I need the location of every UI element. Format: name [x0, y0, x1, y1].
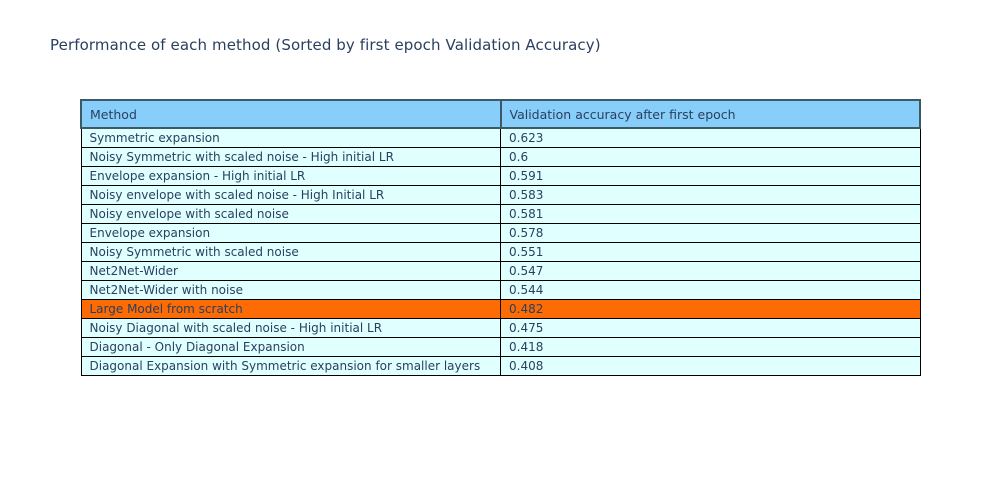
page-title: Performance of each method (Sorted by fi…: [50, 36, 601, 54]
table-row: Large Model from scratch 0.482: [80, 298, 921, 319]
table-row: Envelope expansion 0.578: [80, 222, 921, 243]
accuracy-cell: 0.547: [500, 260, 921, 281]
table-row: Noisy envelope with scaled noise 0.581: [80, 203, 921, 224]
table-row: Noisy envelope with scaled noise - High …: [80, 184, 921, 205]
method-cell: Symmetric expansion: [80, 127, 501, 148]
accuracy-cell: 0.418: [500, 336, 921, 357]
method-cell: Noisy envelope with scaled noise: [80, 203, 501, 224]
method-cell: Noisy Diagonal with scaled noise - High …: [80, 317, 501, 338]
method-cell: Large Model from scratch: [80, 298, 501, 319]
table-row: Diagonal Expansion with Symmetric expans…: [80, 355, 921, 376]
table-row: Symmetric expansion 0.623: [80, 127, 921, 148]
method-cell: Diagonal - Only Diagonal Expansion: [80, 336, 501, 357]
accuracy-cell: 0.6: [500, 146, 921, 167]
table-row: Envelope expansion - High initial LR 0.5…: [80, 165, 921, 186]
column-header-accuracy: Validation accuracy after first epoch: [499, 99, 921, 129]
accuracy-cell: 0.408: [500, 355, 921, 376]
accuracy-cell: 0.482: [500, 298, 921, 319]
method-cell: Noisy envelope with scaled noise - High …: [80, 184, 501, 205]
method-cell: Noisy Symmetric with scaled noise: [80, 241, 501, 262]
table-row: Noisy Symmetric with scaled noise - High…: [80, 146, 921, 167]
method-cell: Net2Net-Wider: [80, 260, 501, 281]
accuracy-cell: 0.578: [500, 222, 921, 243]
accuracy-cell: 0.591: [500, 165, 921, 186]
header-row: Method Validation accuracy after first e…: [80, 99, 921, 129]
method-cell: Diagonal Expansion with Symmetric expans…: [80, 355, 501, 376]
table-row: Noisy Diagonal with scaled noise - High …: [80, 317, 921, 338]
results-table-body: Symmetric expansion 0.623 Noisy Symmetri…: [80, 127, 921, 376]
table-row: Net2Net-Wider 0.547: [80, 260, 921, 281]
results-table-header: Method Validation accuracy after first e…: [80, 99, 921, 129]
table-row: Diagonal - Only Diagonal Expansion 0.418: [80, 336, 921, 357]
table-row: Noisy Symmetric with scaled noise 0.551: [80, 241, 921, 262]
table-row: Net2Net-Wider with noise 0.544: [80, 279, 921, 300]
accuracy-cell: 0.583: [500, 184, 921, 205]
method-cell: Envelope expansion - High initial LR: [80, 165, 501, 186]
accuracy-cell: 0.551: [500, 241, 921, 262]
accuracy-cell: 0.475: [500, 317, 921, 338]
method-cell: Envelope expansion: [80, 222, 501, 243]
accuracy-cell: 0.544: [500, 279, 921, 300]
results-table: Method Validation accuracy after first e…: [80, 99, 921, 376]
accuracy-cell: 0.581: [500, 203, 921, 224]
method-cell: Net2Net-Wider with noise: [80, 279, 501, 300]
column-header-method: Method: [80, 99, 502, 129]
method-cell: Noisy Symmetric with scaled noise - High…: [80, 146, 501, 167]
accuracy-cell: 0.623: [500, 127, 921, 148]
